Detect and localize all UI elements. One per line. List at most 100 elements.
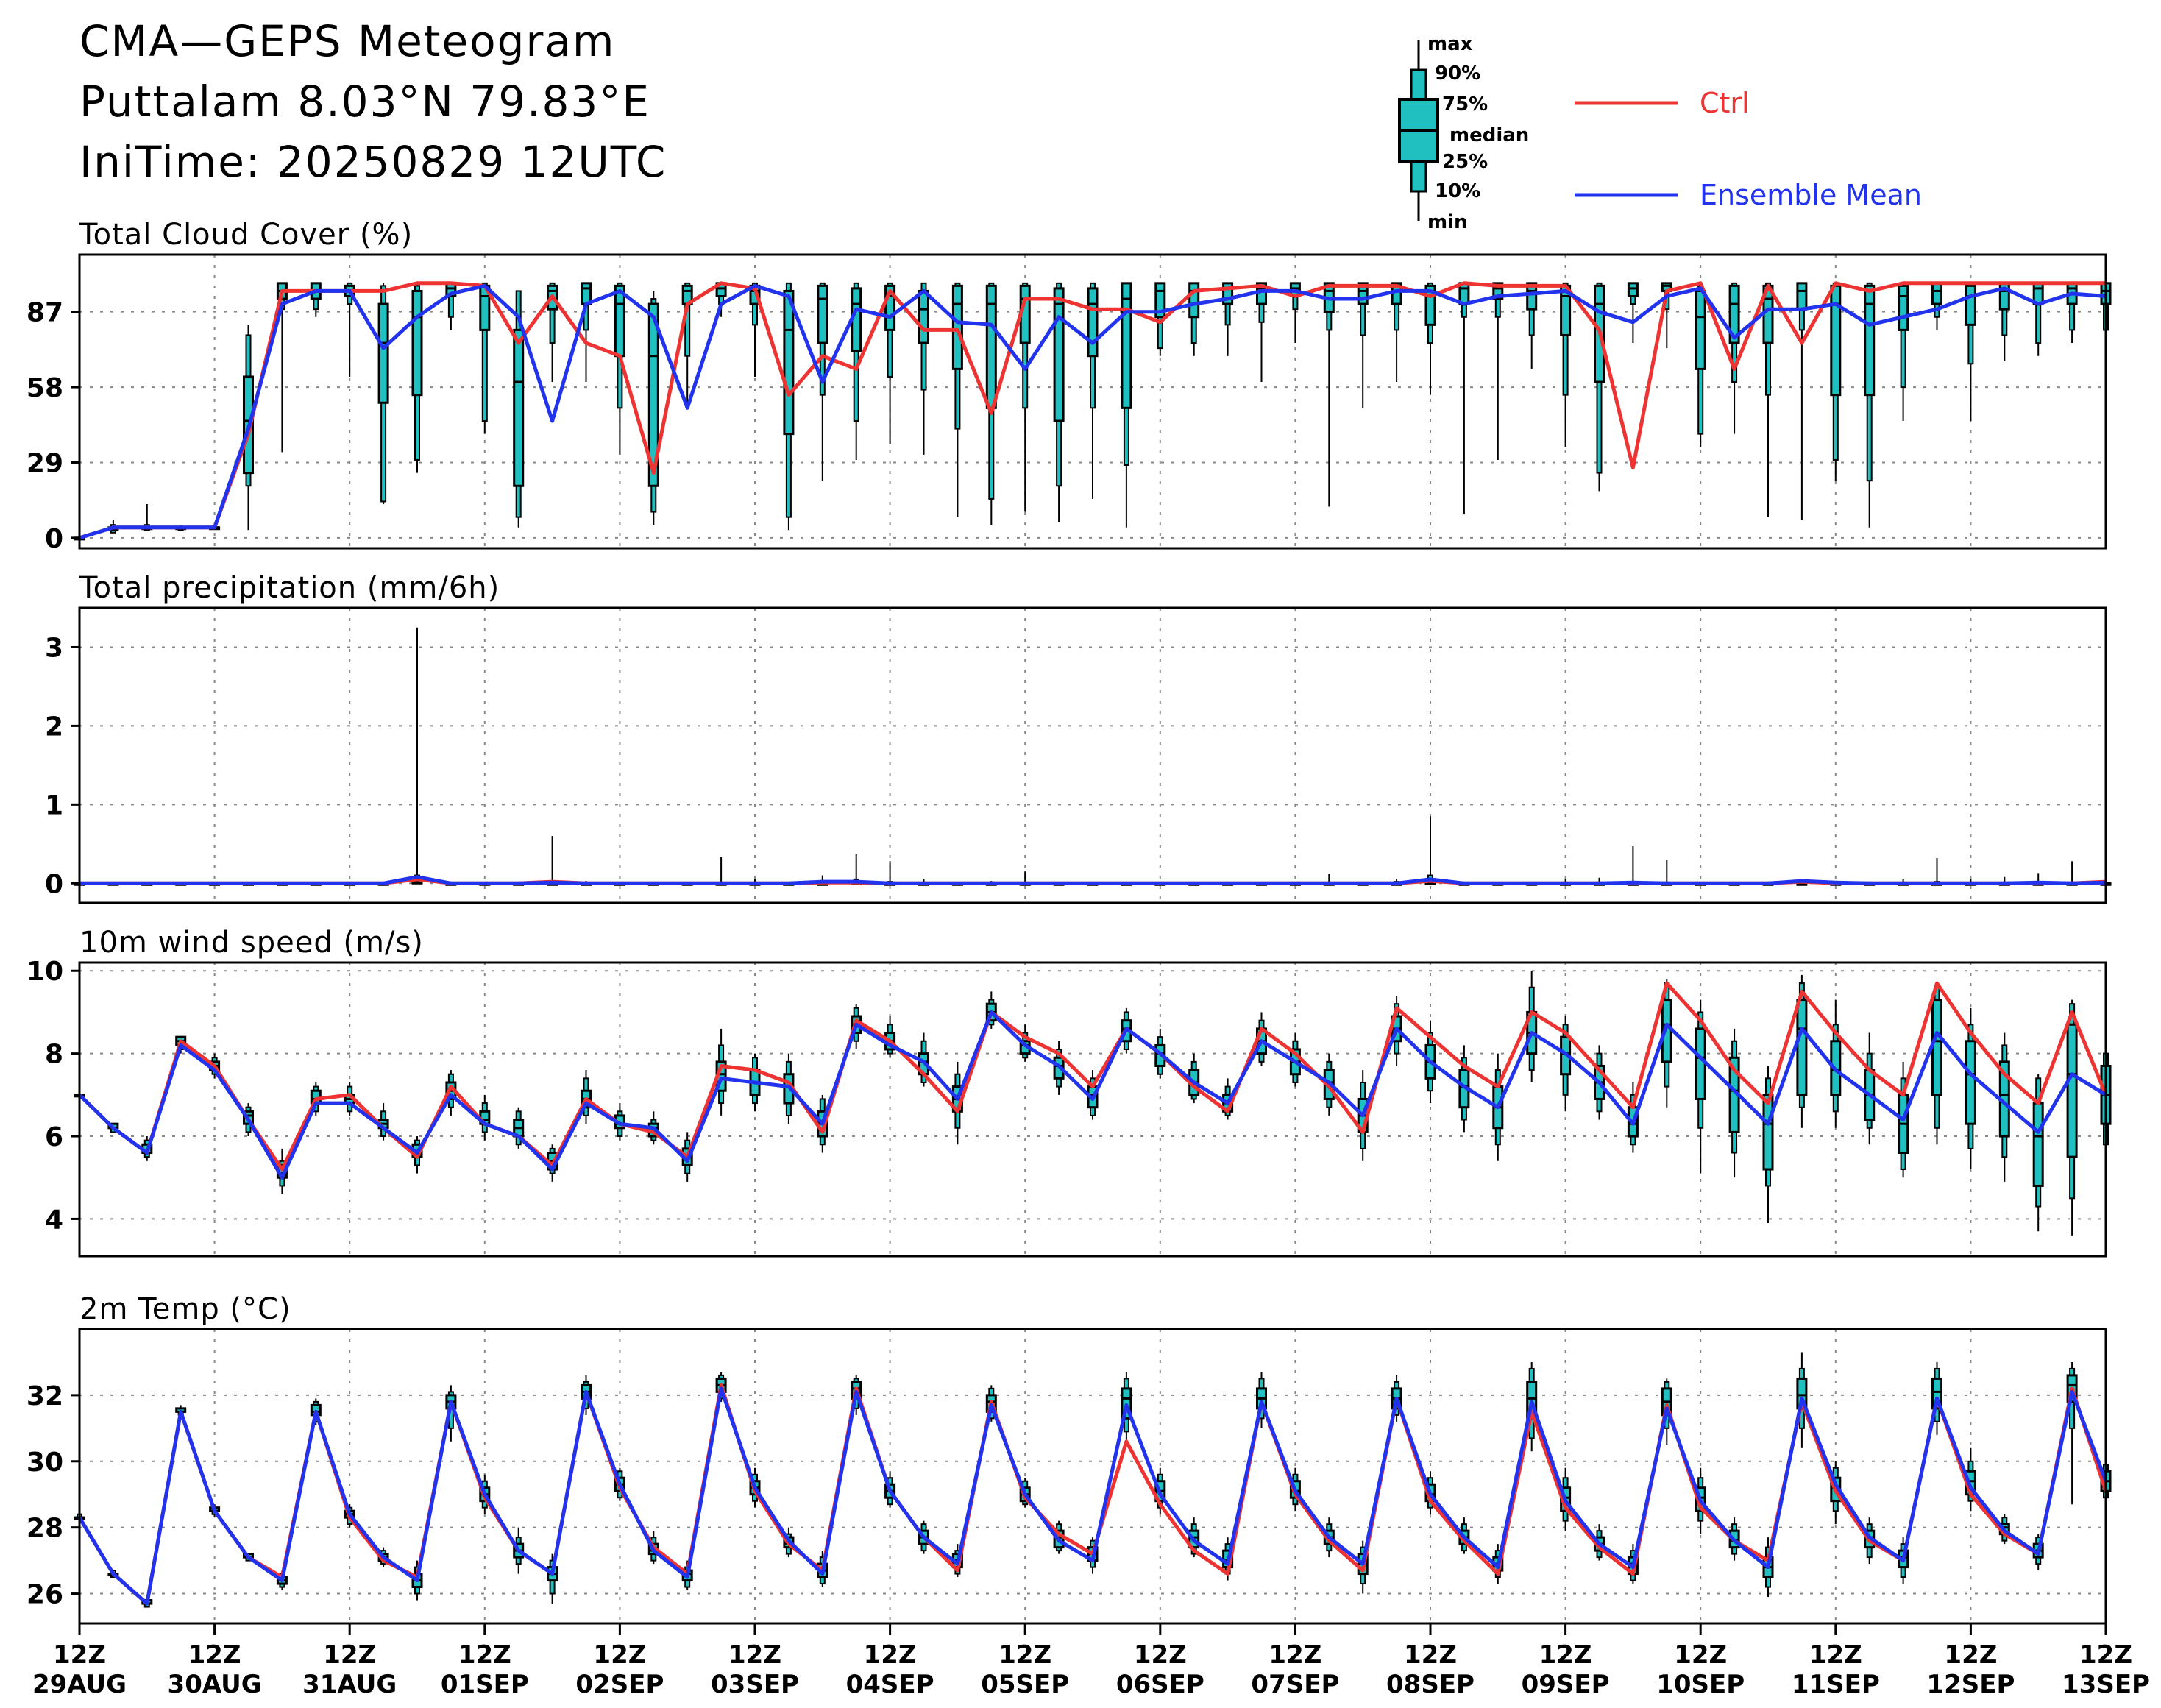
ensemble-mean-series-line: [79, 283, 2107, 540]
box-39: [1391, 282, 1402, 383]
y-tick-label: 10: [26, 957, 63, 987]
box-12: [479, 1094, 491, 1141]
x-tick-label-time: 12Z: [2079, 1640, 2132, 1670]
box-inner: [1053, 287, 1065, 422]
y-tick-label: 87: [26, 298, 63, 328]
box-9: [377, 1103, 389, 1141]
x-tick-label-time: 12Z: [728, 1640, 781, 1670]
ctrl-series-line: [78, 981, 2108, 1172]
panel-title: 2m Temp (°C): [79, 1292, 291, 1326]
box-23: [851, 854, 862, 885]
panel-frame: [78, 961, 2107, 1258]
x-tick-label-time: 12Z: [1268, 1640, 1321, 1670]
box-12: [479, 282, 491, 434]
panel-frame: [78, 253, 2107, 550]
box-15: [581, 1070, 592, 1124]
x-tick-label-time: 12Z: [1539, 1640, 1592, 1670]
box-inner: [2066, 1023, 2078, 1158]
box-50: [1762, 282, 1774, 517]
x-tick-label-date: 07SEP: [1251, 1670, 1339, 1699]
box-inner: [411, 289, 423, 397]
legend-median-label: median: [1449, 124, 1529, 146]
box-19: [715, 857, 727, 886]
x-tick-label-date: 04SEP: [846, 1670, 934, 1699]
box-inner: [1898, 284, 1909, 331]
x-tick-label-date: 01SEP: [441, 1670, 529, 1699]
x-tick-label-date: 12SEP: [1926, 1670, 2015, 1699]
y-tick-label: 6: [45, 1122, 63, 1152]
legend-p10-label: 10%: [1435, 180, 1480, 202]
box-55: [1931, 858, 1942, 886]
x-tick-label-time: 12Z: [1944, 1640, 1997, 1670]
box-24: [884, 861, 896, 886]
y-tick-label: 1: [45, 790, 63, 821]
x-tick-label-time: 12Z: [998, 1640, 1051, 1670]
box-44: [1560, 282, 1572, 447]
box-55: [1931, 983, 1942, 1145]
box-51: [1796, 282, 1808, 520]
legend: max 90% 75% median 25% 10% min Ctrl Ense…: [1398, 33, 1922, 233]
box-48: [1695, 283, 1706, 447]
ctrl-series-line: [79, 281, 2106, 540]
box-30: [1087, 282, 1099, 499]
box-inner: [1796, 282, 1808, 311]
box-38: [1357, 282, 1369, 408]
panel-frame: [78, 1328, 2107, 1625]
box-53: [1864, 1032, 1876, 1145]
box-35: [1256, 282, 1267, 383]
box-9: [377, 283, 389, 504]
y-tick-label: 4: [45, 1205, 63, 1235]
y-tick-label: 32: [26, 1381, 63, 1411]
x-tick-label-time: 12Z: [1404, 1640, 1457, 1670]
box-17: [647, 291, 659, 525]
box-14: [547, 836, 558, 886]
x-tick-label-time: 12Z: [1674, 1640, 1727, 1670]
panel-0: Total Cloud Cover (%) 0 29 58 87: [26, 218, 2112, 554]
box-25: [918, 282, 929, 455]
box-inner: [1526, 282, 1538, 311]
x-tick-label-time: 12Z: [323, 1640, 376, 1670]
y-tick-label: 0: [45, 869, 63, 899]
box-51: [1796, 974, 1808, 1128]
legend-mean-label: Ensemble Mean: [1700, 179, 1922, 211]
x-tick-label-date: 29AUG: [32, 1670, 127, 1699]
box-inner: [1121, 282, 1132, 409]
box-43: [1526, 282, 1538, 369]
box-inner: [1188, 282, 1200, 319]
box-57: [1998, 282, 2010, 361]
x-tick-label-time: 12Z: [864, 1640, 917, 1670]
box-21: [783, 282, 795, 531]
chart-title: CMA—GEPS Meteogram: [79, 16, 616, 66]
y-tick-label: 3: [45, 633, 63, 663]
box-inner: [1695, 1027, 1706, 1100]
box-15: [581, 282, 592, 383]
box-46: [1627, 282, 1639, 344]
y-tick-label: 2: [45, 712, 63, 742]
x-tick-label-date: 02SEP: [575, 1670, 664, 1699]
box-47: [1661, 860, 1672, 886]
x-tick-label-time: 12Z: [458, 1640, 511, 1670]
x-tick-label-date: 08SEP: [1386, 1670, 1475, 1699]
panel-1: Total precipitation (mm/6h) 0 1 2 3: [45, 571, 2112, 904]
location-label: Puttalam 8.03°N 79.83°E: [79, 77, 650, 127]
ensemble-mean-series-line: [78, 1010, 2107, 1180]
box-inner: [513, 328, 525, 487]
legend-max-label: max: [1427, 33, 1473, 55]
box-outer: [1562, 282, 1569, 396]
panel-2: 10m wind speed (m/s) 4 6 8 10: [26, 926, 2112, 1258]
box-40: [1424, 282, 1436, 395]
panels: Total Cloud Cover (%) 0 29 58 87 Total precip…: [26, 218, 2112, 1625]
legend-min-label: min: [1427, 211, 1468, 233]
box-inner: [817, 284, 828, 344]
x-tick-label-date: 31AUG: [302, 1670, 397, 1699]
box-54: [1898, 282, 1909, 421]
box-inner: [1965, 1040, 1976, 1125]
box-inner: [918, 289, 929, 344]
legend-boxplot-key: [1398, 40, 1439, 221]
y-tick-label: 58: [26, 373, 63, 403]
box-inner: [1728, 284, 1740, 344]
box-10: [411, 627, 423, 885]
box-inner: [1762, 1094, 1774, 1171]
box-24: [884, 282, 896, 444]
